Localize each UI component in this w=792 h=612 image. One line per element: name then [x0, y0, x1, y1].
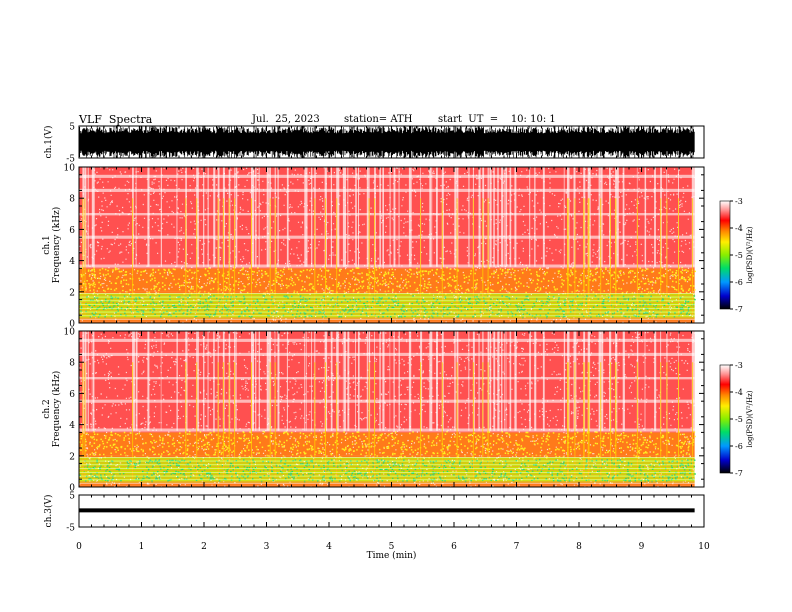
y-tick-label: 5 — [69, 492, 75, 502]
x-tick-label: 0 — [76, 542, 82, 552]
y-tick-label: 2 — [69, 452, 75, 462]
x-tick-label: 9 — [639, 542, 645, 552]
colorbar-tick-label: -5 — [735, 415, 743, 424]
y-tick-label: 8 — [69, 195, 75, 205]
x-tick-label: 4 — [326, 542, 332, 552]
y-tick-label: 6 — [69, 226, 75, 236]
y-tick-label: -5 — [66, 524, 75, 534]
y-tick-label: 8 — [69, 359, 75, 369]
x-tick-label: 5 — [389, 542, 395, 552]
x-tick-label: 3 — [264, 542, 270, 552]
ch1-spectrogram-panel: 0 2 4 6 8 10 ch.1 Frequency (kHz) — [42, 164, 705, 330]
colorbar-tick-label: -3 — [735, 197, 743, 206]
spectral-stripe — [79, 352, 695, 356]
mid-band-speckle — [79, 430, 696, 459]
ch2-colorbar: -3 -4 -5 -6 -7 log(PSD)(V²/Hz) — [719, 361, 754, 478]
y-tick-label: 10 — [64, 328, 76, 338]
spectral-stripe — [79, 264, 695, 268]
x-tick-label: 10 — [698, 542, 710, 552]
mid-band-speckle — [79, 266, 696, 295]
station-label: station= ATH — [344, 114, 413, 125]
channel-label: ch.1 — [42, 235, 52, 254]
spectrum-band — [79, 318, 695, 323]
x-tick-label: 8 — [576, 542, 582, 552]
spectral-stripe — [79, 399, 695, 403]
chart-title: VLF Spectra — [79, 113, 153, 126]
y-tick-label: 6 — [69, 390, 75, 400]
y-tick-label: 4 — [69, 257, 75, 267]
spectral-stripe — [79, 213, 695, 216]
spectrum-band — [79, 268, 695, 294]
colorbar-label: log(PSD)(V²/Hz) — [746, 390, 754, 447]
y-tick-label: -5 — [66, 155, 75, 165]
ch1-waveform — [78, 126, 695, 158]
y-axis-label: Frequency (kHz) — [51, 207, 62, 284]
ch1-colorbar: -3 -4 -5 -6 -7 log(PSD)(V²/Hz) — [719, 197, 754, 314]
x-tick-label: 2 — [201, 542, 207, 552]
ch3-waveform-panel: 5 -5 ch.3(V) — [43, 492, 705, 534]
spectral-stripe — [79, 174, 695, 178]
colorbar-tick-label: -4 — [735, 224, 743, 233]
colorbar-label: log(PSD)(V²/Hz) — [746, 226, 754, 283]
y-tick-label: 0 — [69, 320, 75, 330]
ch3-waveform — [79, 508, 695, 513]
spectral-stripe — [79, 188, 695, 192]
time-axis: 0 1 2 3 4 5 6 7 8 9 10 Time (min) — [76, 542, 710, 561]
spectral-stripe — [79, 377, 695, 380]
colorbar-tick-label: -5 — [735, 251, 743, 260]
y-tick-label: 10 — [64, 164, 76, 174]
ch1-waveform-panel: 5 -5 ch.1(V) — [43, 123, 705, 165]
y-axis-label: ch.1(V) — [43, 126, 54, 159]
spectrum-band — [79, 432, 695, 458]
y-axis-label: Frequency (kHz) — [51, 371, 62, 448]
x-tick-label: 1 — [139, 542, 145, 552]
colorbar-tick-label: -7 — [735, 305, 743, 314]
spectral-stripe — [79, 338, 695, 342]
spectrum-band — [79, 331, 695, 433]
colorbar-tick-label: -3 — [735, 361, 743, 370]
x-tick-label: 6 — [451, 542, 457, 552]
start-time-label: start UT = 10: 10: 1 — [438, 114, 556, 125]
spectral-stripe — [79, 428, 695, 432]
y-axis-label: ch.3(V) — [43, 495, 54, 528]
colorbar-scale — [719, 200, 731, 310]
x-axis-label: Time (min) — [367, 550, 417, 561]
sferic-lines — [82, 362, 694, 480]
y-tick-label: 4 — [69, 421, 75, 431]
colorbar-tick-label: -6 — [735, 278, 743, 287]
colorbar-tick-label: -4 — [735, 388, 743, 397]
channel-label: ch.2 — [42, 399, 52, 418]
colorbar-scale — [719, 364, 731, 474]
spectral-stripe — [79, 235, 695, 239]
spectrum-band — [79, 482, 695, 487]
x-tick-label: 7 — [514, 542, 520, 552]
colorbar-tick-label: -6 — [735, 442, 743, 451]
ch2-spectrogram-panel: 0 2 4 6 8 10 ch.2 Frequency (kHz) — [42, 328, 705, 494]
date-label: Jul. 25, 2023 — [252, 114, 320, 125]
colorbar-tick-label: -7 — [735, 469, 743, 478]
y-tick-label: 0 — [69, 484, 75, 494]
y-tick-label: 5 — [69, 123, 75, 133]
sferic-lines — [82, 198, 694, 316]
y-tick-label: 2 — [69, 288, 75, 298]
